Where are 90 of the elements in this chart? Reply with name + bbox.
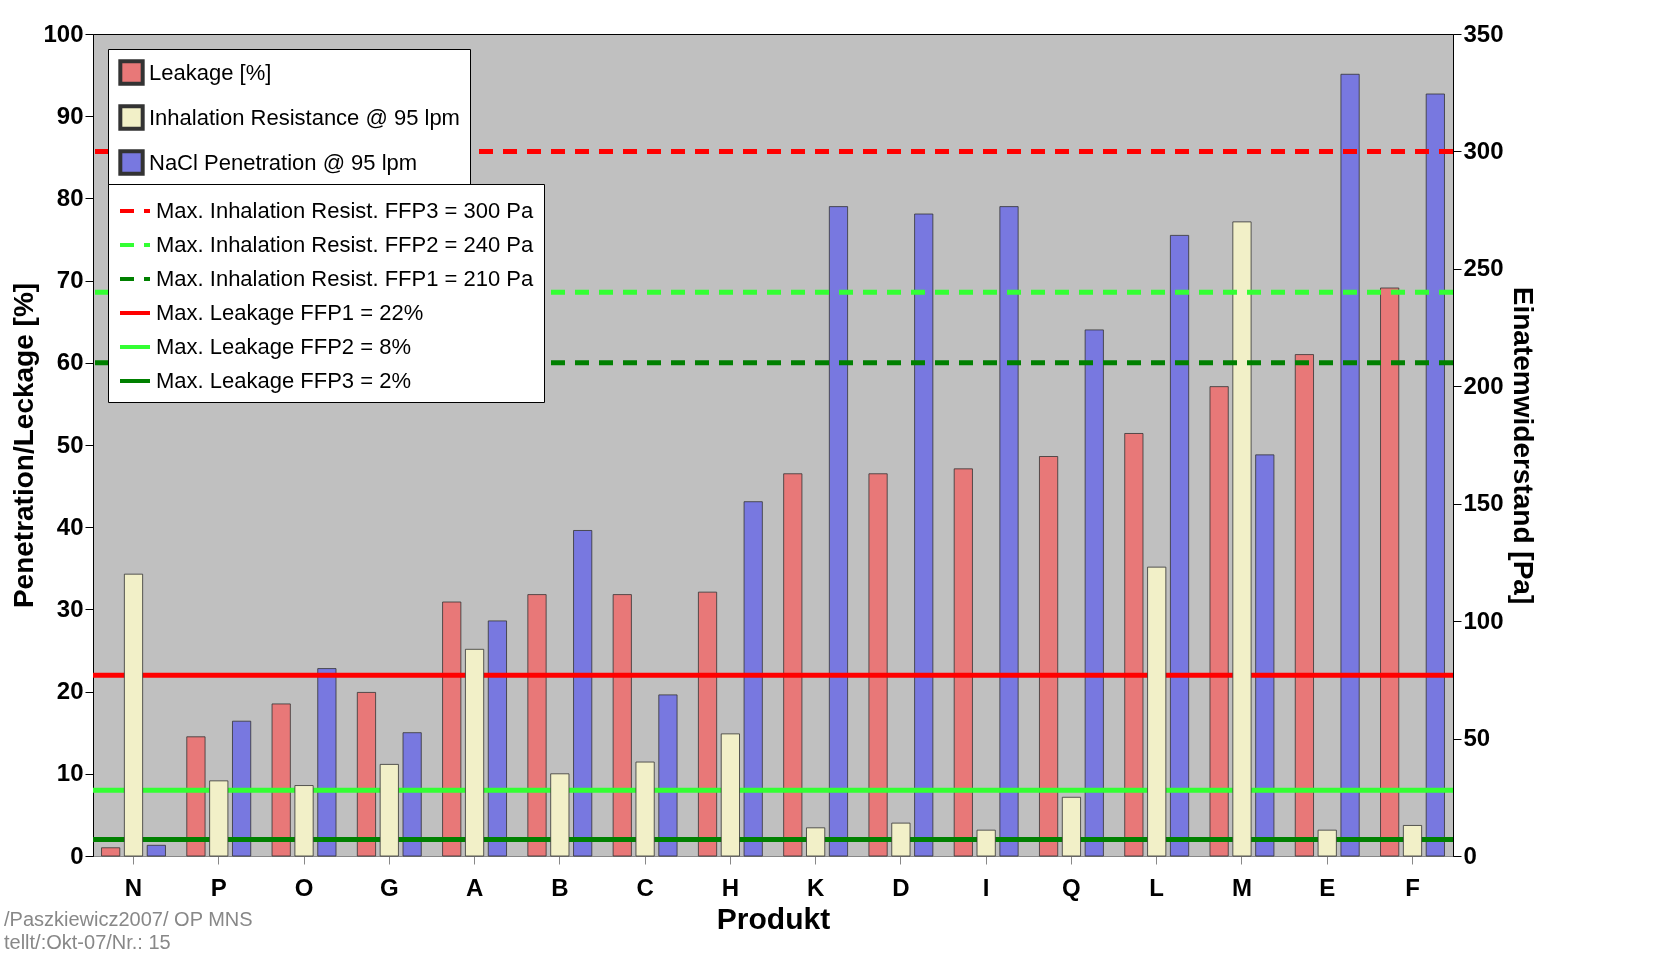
bar bbox=[999, 206, 1019, 857]
x-tick-label: G bbox=[379, 873, 399, 901]
bar bbox=[1340, 73, 1360, 857]
bar bbox=[402, 732, 422, 857]
y2-tick-label: 350 bbox=[1463, 19, 1504, 47]
y-tick-label: 50 bbox=[56, 430, 84, 458]
bar bbox=[146, 844, 166, 857]
bar bbox=[914, 213, 934, 857]
y-tick-label: 40 bbox=[56, 512, 84, 540]
y2-axis-title: Einatemwiderstand [Pa] bbox=[1507, 286, 1539, 605]
x-tick-label: F bbox=[1405, 873, 1420, 901]
bar bbox=[635, 761, 655, 857]
legend-label: Max. Leakage FFP1 = 22% bbox=[156, 300, 424, 325]
bar bbox=[527, 594, 547, 857]
legend-label: NaCl Penetration @ 95 lpm bbox=[149, 149, 418, 175]
y2-tick-label: 150 bbox=[1463, 489, 1504, 517]
x-tick-label: A bbox=[465, 873, 484, 901]
bar bbox=[806, 827, 826, 857]
y-tick-label: 90 bbox=[56, 101, 84, 129]
x-tick-label: O bbox=[294, 873, 314, 901]
bar bbox=[1170, 234, 1190, 857]
bar bbox=[356, 692, 376, 857]
x-tick-label: M bbox=[1231, 873, 1252, 901]
y2-tick-label: 0 bbox=[1463, 841, 1477, 869]
legend-label: Max. Inhalation Resist. FFP1 = 210 Pa bbox=[156, 266, 535, 291]
text: tellt/:Okt-07/Nr.: 15 bbox=[4, 931, 172, 954]
y2-tick-label: 100 bbox=[1463, 606, 1504, 634]
y2-tick-label: 50 bbox=[1463, 724, 1491, 752]
y2-tick-label: 300 bbox=[1463, 136, 1504, 164]
bar bbox=[1425, 93, 1445, 857]
x-tick-label: E bbox=[1319, 873, 1336, 901]
y-tick-label: 10 bbox=[56, 759, 84, 787]
legend-label: Leakage [%] bbox=[149, 59, 272, 85]
bar bbox=[1209, 386, 1229, 857]
y-tick-label: 70 bbox=[56, 266, 84, 294]
bar bbox=[783, 473, 803, 857]
x-tick-label: B bbox=[551, 873, 569, 901]
y-tick-label: 20 bbox=[56, 677, 84, 705]
x-tick-label: L bbox=[1149, 873, 1165, 901]
bar bbox=[1402, 825, 1423, 857]
y-tick-label: 80 bbox=[56, 183, 84, 211]
bar bbox=[1232, 221, 1252, 857]
x-tick-label: I bbox=[982, 873, 990, 901]
legend-label: Max. Inhalation Resist. FFP2 = 240 Pa bbox=[156, 232, 535, 257]
x-axis-title: Produkt bbox=[716, 901, 831, 935]
bar bbox=[294, 785, 314, 857]
bar bbox=[891, 822, 911, 857]
bar bbox=[697, 591, 718, 857]
bar bbox=[232, 720, 252, 857]
y2-tick-label: 250 bbox=[1463, 254, 1504, 282]
bar bbox=[1124, 433, 1144, 857]
x-tick-label: K bbox=[806, 873, 825, 901]
legend-label: Inhalation Resistance @ 95 lpm bbox=[149, 104, 460, 130]
bar bbox=[612, 594, 632, 857]
bar bbox=[271, 703, 291, 857]
bar bbox=[573, 530, 593, 857]
bar bbox=[1380, 287, 1400, 857]
bar bbox=[209, 780, 229, 857]
y-tick-label: 100 bbox=[43, 19, 84, 47]
y2-tick-label: 200 bbox=[1463, 371, 1504, 399]
legend-label: Max. Leakage FFP3 = 2% bbox=[156, 368, 411, 393]
legend-label: Max. Leakage FFP2 = 8% bbox=[156, 334, 411, 359]
bar bbox=[101, 847, 121, 857]
y-tick-label: 60 bbox=[56, 348, 84, 376]
bar bbox=[550, 773, 570, 857]
bar bbox=[658, 694, 678, 857]
x-tick-label: D bbox=[892, 873, 910, 901]
bar bbox=[953, 468, 973, 857]
text: /Paszkiewicz2007/ OP MNS bbox=[4, 908, 253, 931]
x-tick-label: C bbox=[636, 873, 654, 901]
bar bbox=[1317, 829, 1337, 857]
bar bbox=[976, 829, 996, 857]
x-tick-label: H bbox=[721, 873, 740, 901]
y-tick-label: 30 bbox=[56, 594, 84, 622]
bar bbox=[186, 736, 206, 857]
bar bbox=[1084, 329, 1104, 857]
x-tick-label: Q bbox=[1062, 873, 1081, 901]
bar bbox=[1039, 456, 1059, 857]
x-tick-label: N bbox=[124, 873, 143, 901]
x-tick-label: P bbox=[210, 873, 227, 901]
bar bbox=[123, 573, 144, 857]
bar bbox=[1061, 796, 1081, 857]
bar bbox=[743, 501, 763, 857]
bar bbox=[1294, 354, 1314, 857]
y-tick-label: 0 bbox=[70, 841, 84, 869]
bar bbox=[868, 473, 888, 857]
bar bbox=[1255, 454, 1275, 857]
bar bbox=[828, 206, 849, 857]
legend-label: Max. Inhalation Resist. FFP3 = 300 Pa bbox=[156, 198, 535, 223]
y-axis-title: Penetration/Leckage [%] bbox=[8, 282, 40, 609]
